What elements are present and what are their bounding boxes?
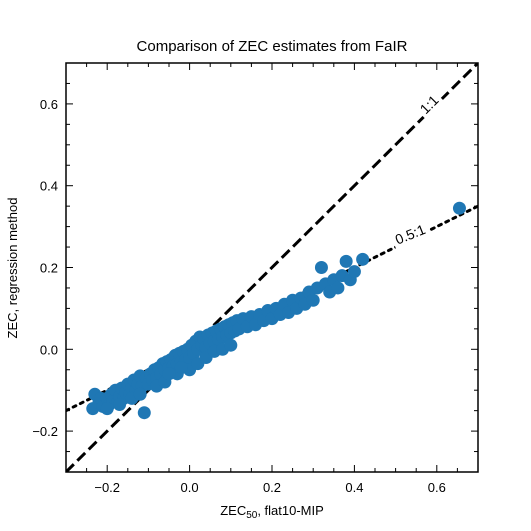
data-point [348,265,361,278]
reference-lines [66,63,478,472]
x-axis-label-rest: , flat10-MIP [257,503,323,518]
data-point [175,361,188,374]
data-point [134,388,147,401]
y-tick-label: 0.2 [40,261,58,276]
chart-title: Comparison of ZEC estimates from FaIR [137,38,408,55]
y-axis-label: ZEC, regression method [5,198,20,339]
data-point [307,294,320,307]
data-point [138,406,151,419]
data-point [163,367,176,380]
data-point [315,261,328,274]
x-tick-label: 0.6 [428,480,446,495]
reference-line-labels: 1:10.5:1 [390,89,445,250]
y-tick-label: 0.6 [40,97,58,112]
y-tick-label: −0.2 [32,424,58,439]
x-axis-label: ZEC50, flat10-MIP [220,503,324,521]
x-tick-label: −0.2 [94,480,120,495]
x-tick-label: 0.4 [345,480,363,495]
data-point [224,339,237,352]
data-point [331,281,344,294]
x-axis-label-subscript: 50 [246,510,258,521]
y-tick-label: 0.4 [40,179,58,194]
x-tick-label: 0.2 [263,480,281,495]
one-to-one-line [66,63,478,472]
data-point [356,253,369,266]
data-point [340,255,353,268]
data-point [113,398,126,411]
x-tick-label: 0.0 [181,480,199,495]
tick-labels: −0.2 0.0 0.2 0.4 0.6 −0.2 0.0 0.2 0.4 0.6 [32,97,446,495]
x-axis-label-main: ZEC [220,503,246,518]
data-point [453,202,466,215]
data-point [101,402,114,415]
y-tick-label: 0.0 [40,342,58,357]
